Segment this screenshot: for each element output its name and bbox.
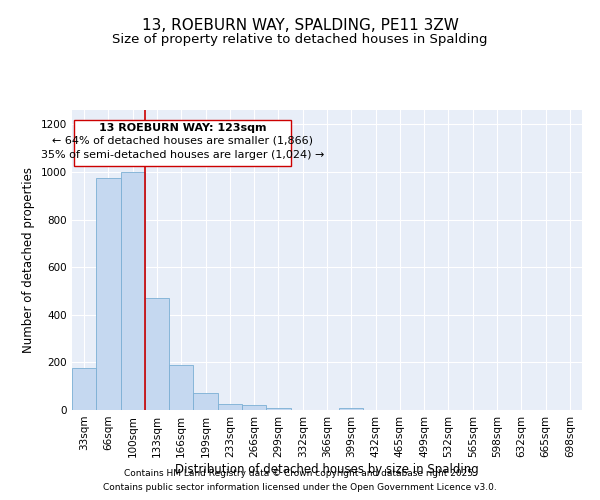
- Bar: [193, 394, 218, 410]
- Bar: [145, 298, 169, 410]
- Bar: [242, 405, 266, 410]
- Bar: [266, 408, 290, 410]
- Text: Contains HM Land Registry data © Crown copyright and database right 2025.: Contains HM Land Registry data © Crown c…: [124, 468, 476, 477]
- Text: Size of property relative to detached houses in Spalding: Size of property relative to detached ho…: [112, 32, 488, 46]
- X-axis label: Distribution of detached houses by size in Spalding: Distribution of detached houses by size …: [175, 462, 479, 475]
- FancyBboxPatch shape: [74, 120, 290, 166]
- Bar: [96, 178, 121, 410]
- Text: ← 64% of detached houses are smaller (1,866): ← 64% of detached houses are smaller (1,…: [52, 136, 313, 146]
- Bar: [218, 404, 242, 410]
- Text: 13 ROEBURN WAY: 123sqm: 13 ROEBURN WAY: 123sqm: [99, 123, 266, 133]
- Text: Contains public sector information licensed under the Open Government Licence v3: Contains public sector information licen…: [103, 484, 497, 492]
- Y-axis label: Number of detached properties: Number of detached properties: [22, 167, 35, 353]
- Bar: [121, 172, 145, 410]
- Bar: [339, 408, 364, 410]
- Text: 35% of semi-detached houses are larger (1,024) →: 35% of semi-detached houses are larger (…: [41, 150, 324, 160]
- Bar: [72, 368, 96, 410]
- Bar: [169, 365, 193, 410]
- Text: 13, ROEBURN WAY, SPALDING, PE11 3ZW: 13, ROEBURN WAY, SPALDING, PE11 3ZW: [142, 18, 458, 32]
